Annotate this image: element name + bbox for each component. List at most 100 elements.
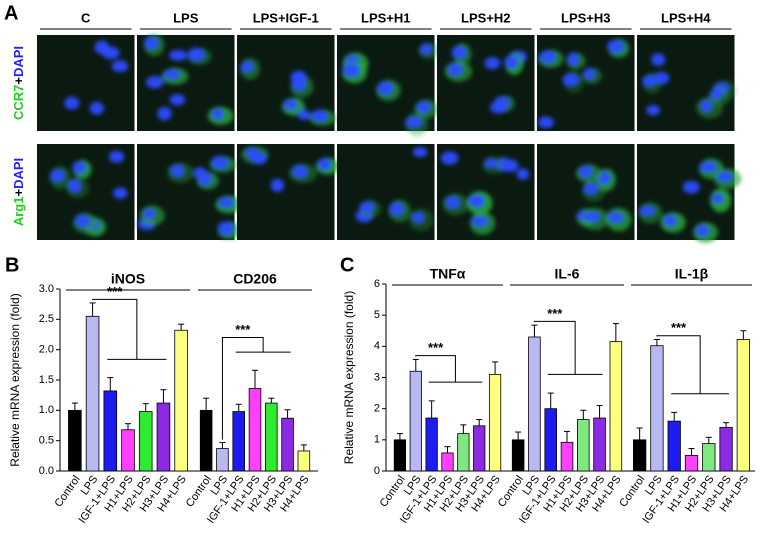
cells xyxy=(537,38,630,129)
nucleus xyxy=(716,171,733,183)
row-label: CCR7+DAPI xyxy=(11,46,26,120)
column-header: LPS+H1 xyxy=(361,10,411,25)
cells xyxy=(355,147,434,232)
nucleus xyxy=(699,161,718,173)
bar xyxy=(248,388,262,472)
y-tick-label: 5 xyxy=(374,309,380,321)
bar xyxy=(667,420,681,472)
cells xyxy=(341,43,440,136)
nucleus xyxy=(502,159,519,172)
significance: *** xyxy=(671,320,687,335)
bar xyxy=(265,402,278,472)
nucleus xyxy=(72,161,87,174)
nucleus xyxy=(49,169,66,183)
significance: *** xyxy=(547,306,563,321)
group-title: TNFα xyxy=(430,266,466,282)
nucleus xyxy=(419,43,433,55)
bar xyxy=(488,373,502,472)
nucleus xyxy=(567,52,580,66)
bar xyxy=(528,336,541,472)
nucleus xyxy=(411,212,425,224)
nucleus xyxy=(538,116,554,129)
nucleus xyxy=(89,101,104,115)
row-label: Arg1+DAPI xyxy=(11,158,26,226)
nucleus xyxy=(445,195,461,209)
bar xyxy=(297,450,311,472)
bar xyxy=(609,341,623,472)
bar xyxy=(85,315,100,472)
nucleus xyxy=(74,214,90,228)
nucleus xyxy=(163,69,181,80)
bracket xyxy=(221,337,264,440)
bar xyxy=(156,402,171,472)
bar xyxy=(121,429,135,472)
cells xyxy=(642,53,737,119)
nucleus xyxy=(490,101,508,114)
nucleus xyxy=(377,81,394,96)
bar xyxy=(702,443,716,472)
cells xyxy=(240,58,337,126)
cells xyxy=(49,150,128,237)
nucleus xyxy=(157,106,172,121)
nucleus xyxy=(682,180,700,194)
nucleus xyxy=(64,96,80,110)
bar xyxy=(281,417,294,472)
y-tick-label: 1.5 xyxy=(39,374,54,386)
nucleus xyxy=(646,104,661,116)
nucleus xyxy=(250,152,267,165)
cells xyxy=(575,164,632,232)
group-title: IL-6 xyxy=(555,266,580,282)
nucleus xyxy=(270,178,285,192)
y-tick-label: 2.0 xyxy=(39,344,54,356)
nucleus xyxy=(504,55,519,69)
cells xyxy=(444,43,528,114)
bar xyxy=(441,452,454,472)
nucleus xyxy=(484,158,497,169)
bar xyxy=(409,370,422,472)
y-tick-label: 3.0 xyxy=(39,283,54,295)
y-tick-label: 0.0 xyxy=(39,465,54,477)
nucleus xyxy=(290,70,308,84)
micrograph xyxy=(37,35,135,131)
bar xyxy=(577,419,590,472)
nucleus xyxy=(404,116,423,128)
bracket xyxy=(533,320,576,375)
y-tick-label: 2 xyxy=(374,403,380,415)
nucleus xyxy=(297,109,311,121)
y-tick-label: 3 xyxy=(374,371,380,383)
cells xyxy=(64,40,129,115)
nucleus xyxy=(102,46,120,60)
y-axis-label: Relative mRNA expression (fold) xyxy=(8,293,22,466)
bar xyxy=(511,439,525,472)
nucleus xyxy=(389,202,405,216)
y-tick-label: 0.5 xyxy=(39,435,54,447)
nucleus xyxy=(516,168,530,181)
bar xyxy=(650,345,664,472)
bar xyxy=(684,455,699,472)
nucleus xyxy=(111,60,129,73)
row-label-part: + xyxy=(11,189,26,197)
bar xyxy=(544,408,557,472)
bar xyxy=(457,433,470,472)
cells xyxy=(241,145,339,192)
y-tick-label: 2.5 xyxy=(39,313,54,325)
nucleus xyxy=(471,215,489,227)
nucleus xyxy=(217,221,235,236)
panel-label: C xyxy=(340,254,354,276)
bar xyxy=(736,339,750,472)
bar xyxy=(216,448,229,472)
nucleus xyxy=(240,61,254,73)
panel-label: A xyxy=(4,2,18,24)
nucleus xyxy=(642,75,657,88)
nucleus xyxy=(562,73,580,87)
row-label-part: DAPI xyxy=(11,46,26,77)
nucleus xyxy=(291,164,309,179)
y-axis-label: Relative mRNA expression (fold) xyxy=(342,291,356,464)
nucleus xyxy=(440,151,459,165)
nucleus xyxy=(663,214,677,227)
nucleus xyxy=(169,49,188,61)
significance: *** xyxy=(107,284,123,299)
nucleus xyxy=(359,201,375,213)
cells xyxy=(137,155,243,240)
